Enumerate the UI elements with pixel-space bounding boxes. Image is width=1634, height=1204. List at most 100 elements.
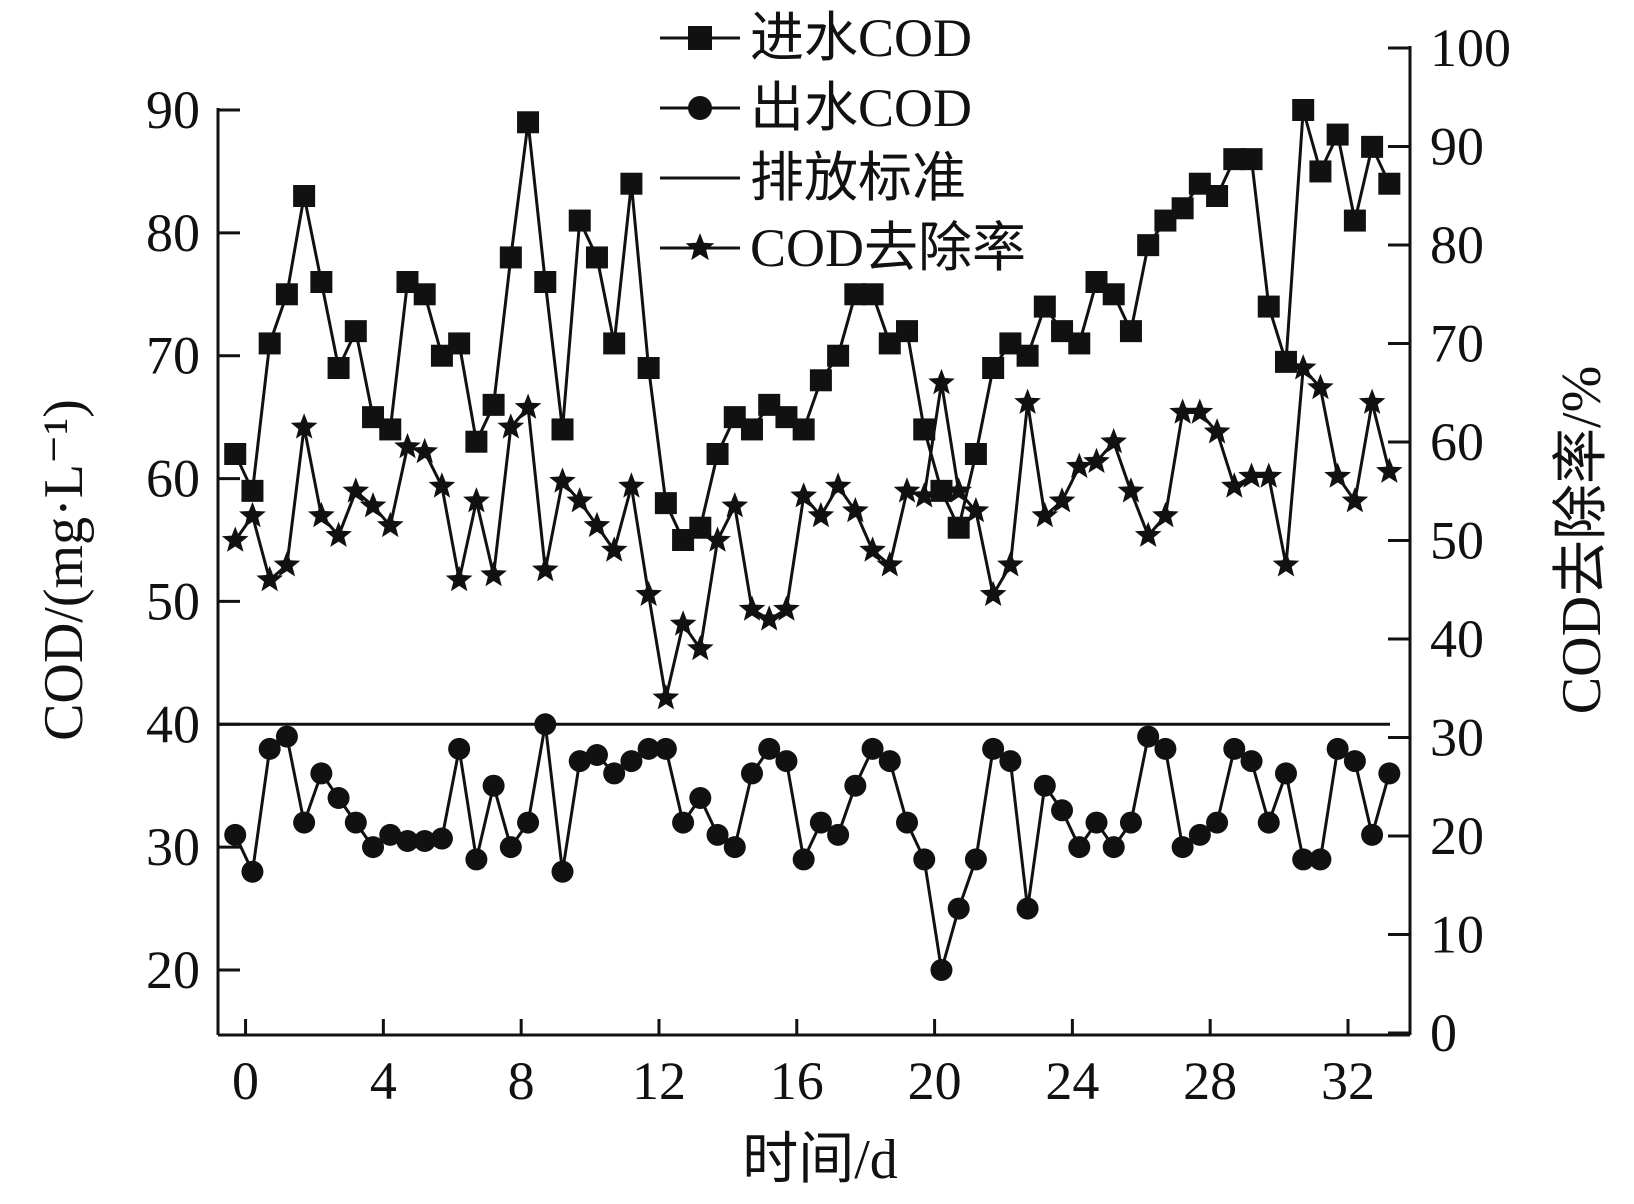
removal-point xyxy=(273,551,301,577)
y-right-tick-label: 40 xyxy=(1430,609,1484,669)
series-line-3 xyxy=(233,364,1391,699)
inflow-point xyxy=(620,172,643,195)
legend-item-inflow: 进水COD xyxy=(660,8,972,68)
removal-point xyxy=(1031,501,1059,528)
removal-point xyxy=(221,526,249,552)
y-right-tick-label: 100 xyxy=(1430,18,1511,78)
y-left-tick-label: 60 xyxy=(146,449,200,509)
removal-point xyxy=(979,580,1007,606)
y-right-tick-label: 70 xyxy=(1430,314,1484,374)
inflow-point xyxy=(534,271,557,293)
inflow-point xyxy=(672,529,695,551)
outflow-point xyxy=(585,744,608,766)
removal-point xyxy=(790,482,817,508)
inflow-point xyxy=(982,357,1005,379)
outflow-point xyxy=(1102,836,1125,859)
removal-point xyxy=(618,472,645,498)
y-right-tick-label: 80 xyxy=(1430,215,1484,275)
removal-point xyxy=(807,501,835,528)
inflow-point xyxy=(258,332,281,355)
removal-point xyxy=(1221,472,1248,498)
outflow-point xyxy=(706,823,729,846)
outflow-point xyxy=(499,836,522,859)
x-tick-label: 16 xyxy=(770,1051,824,1111)
outflow-point xyxy=(465,848,488,871)
x-tick-label: 20 xyxy=(908,1051,962,1111)
removal-point xyxy=(549,467,576,493)
outflow-point xyxy=(327,787,350,809)
inflow-point xyxy=(637,357,660,379)
removal-point xyxy=(463,487,490,513)
x-tick-label: 24 xyxy=(1045,1051,1099,1111)
outflow-point xyxy=(1257,811,1280,834)
outflow-point xyxy=(603,762,626,785)
y-left-tick-label: 50 xyxy=(146,571,200,631)
removal-point xyxy=(962,497,990,523)
outflow-point xyxy=(620,750,643,773)
inflow-point xyxy=(913,418,936,441)
inflow-point xyxy=(344,320,367,343)
inflow-point xyxy=(551,418,574,441)
removal-point xyxy=(876,551,904,577)
inflow-point xyxy=(1085,271,1108,293)
outflow-point xyxy=(758,737,781,760)
removal-point xyxy=(1100,428,1127,454)
outflow-point xyxy=(1326,737,1349,760)
inflow-point xyxy=(568,209,591,232)
x-tick-label: 28 xyxy=(1183,1051,1237,1111)
removal-point xyxy=(1238,462,1265,488)
outflow-point xyxy=(827,823,850,846)
legend-label-inflow: 进水COD xyxy=(750,8,972,68)
outflow-point xyxy=(878,750,901,773)
inflow-point xyxy=(1137,234,1160,257)
inflow-point xyxy=(1206,185,1229,207)
inflow-point xyxy=(964,443,987,465)
inflow-point xyxy=(517,111,540,134)
outflow-point xyxy=(344,811,367,834)
inflow-point xyxy=(740,418,763,441)
outflow-point xyxy=(396,830,419,852)
removal-point xyxy=(359,492,387,518)
removal-point xyxy=(532,556,559,582)
removal-point xyxy=(1186,398,1214,424)
legend-label-outflow: 出水COD xyxy=(750,78,972,138)
inflow-point xyxy=(1188,172,1211,195)
ticks: 0 4 8 12 16 20 24 28 32 20 30 40 50 60 70 80 90 0 10 20 30 40… xyxy=(146,18,1511,1111)
inflow-point xyxy=(878,332,901,355)
legend: 进水COD 出水COD 排放标准 COD去除率 xyxy=(660,8,1026,278)
outflow-point xyxy=(551,860,574,883)
removal-point xyxy=(652,684,680,710)
removal-point xyxy=(1117,477,1145,503)
removal-point xyxy=(1066,452,1093,478)
removal-point xyxy=(928,368,955,395)
outflow-point xyxy=(964,848,987,871)
removal-point xyxy=(704,526,731,552)
removal-point xyxy=(1203,418,1231,444)
inflow-point xyxy=(1171,197,1194,220)
y-right-tick-label: 20 xyxy=(1430,806,1484,866)
outflow-point xyxy=(775,750,798,773)
removal-point xyxy=(1014,388,1041,414)
x-tick-label: 32 xyxy=(1321,1051,1375,1111)
square-marker-icon xyxy=(688,26,712,50)
inflow-point xyxy=(999,332,1022,355)
inflow-point xyxy=(413,283,436,306)
outflow-point xyxy=(999,750,1022,773)
inflow-point xyxy=(585,246,608,269)
removal-point xyxy=(514,393,542,419)
removal-point xyxy=(824,472,852,498)
removal-point xyxy=(1358,388,1386,414)
inflow-point xyxy=(1309,160,1332,183)
y-left-tick-label: 90 xyxy=(146,80,200,140)
removal-point xyxy=(738,595,766,621)
removal-point xyxy=(997,551,1024,577)
y-right-tick-label: 10 xyxy=(1430,905,1484,965)
inflow-point xyxy=(1068,332,1091,355)
inflow-point xyxy=(430,344,453,367)
inflow-point xyxy=(1154,209,1177,232)
outflow-point xyxy=(362,836,385,859)
y-left-tick-label: 30 xyxy=(146,817,200,877)
removal-point xyxy=(342,477,370,503)
removal-point xyxy=(721,492,749,518)
removal-point xyxy=(1307,373,1334,400)
